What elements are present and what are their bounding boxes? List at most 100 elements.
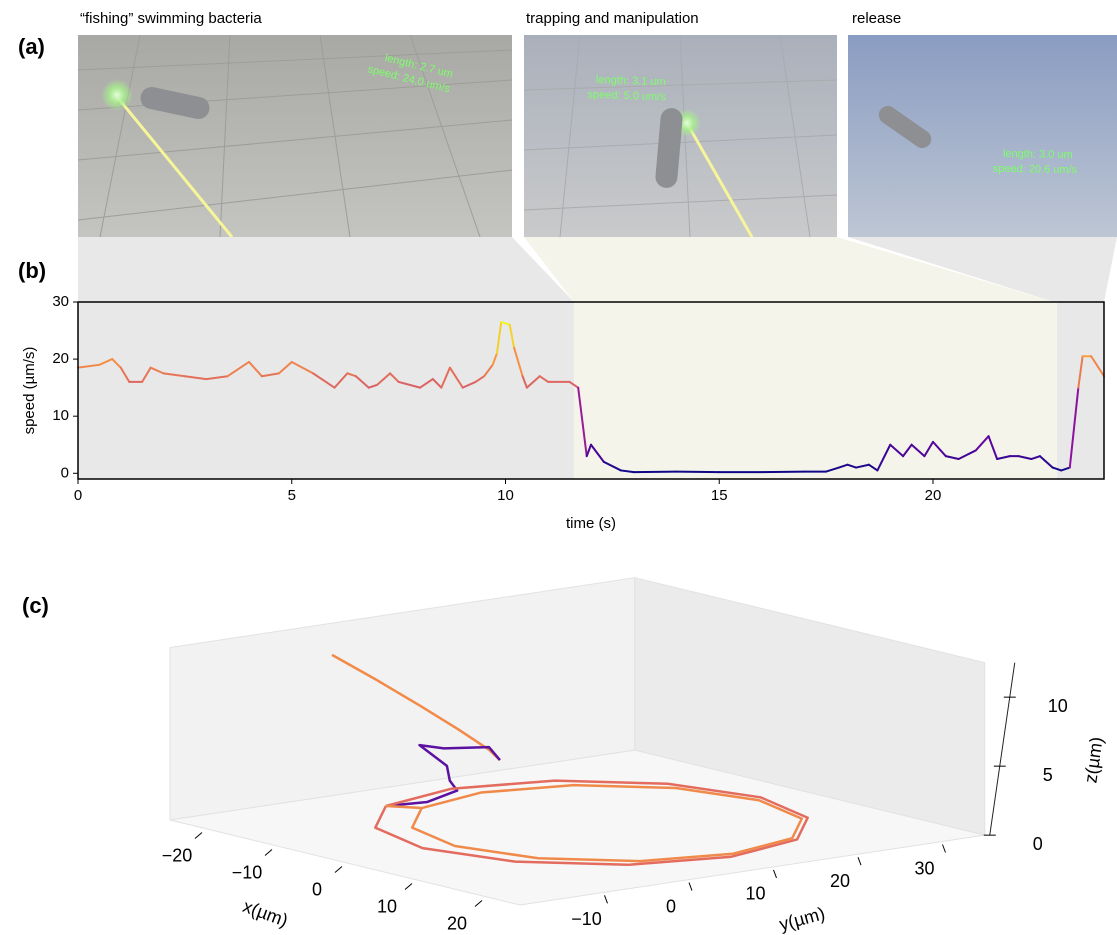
speed-segment [448,366,464,389]
y-tick [857,857,862,866]
panel-label: (c) [22,593,49,618]
overlay-text: speed: 20.6 um/s [993,163,1078,176]
z-axis-label: z(µm) [1080,736,1106,785]
speed-segment [585,443,592,458]
speed-segment [491,352,498,366]
connector [524,237,1054,302]
x-tick [334,866,343,873]
x-tick [264,849,273,856]
speed-segment [141,366,152,383]
speed-segment [474,375,486,383]
screenshot-2 [523,34,838,238]
speed-segment [346,372,357,378]
z-tick-label: 5 [1043,765,1053,785]
speed-segment [226,360,250,378]
x-tick [194,832,203,839]
speed-segment [590,443,605,463]
x-tick-label: 0 [74,487,82,504]
speed-segment [290,360,315,375]
speed-segment [419,378,434,389]
speed-segment [149,366,165,375]
x-axis-label: time (s) [566,515,616,532]
speed-segment [376,372,392,386]
speed-segment [889,443,905,458]
speed-segment [619,469,635,474]
speed-segment [932,440,947,458]
highlight-region [573,302,1057,479]
overlay-text: speed: 5.0 um/s [587,89,666,104]
speed-segment [568,380,580,389]
x-tick-label: 10 [497,487,514,504]
screenshot-3 [848,35,1117,237]
y-tick [688,882,693,891]
speed-segment [837,463,849,469]
speed-segment [508,323,516,349]
speed-segment [902,443,913,458]
speed-segment [602,460,622,472]
trajectory-chart: −20 −10 0 10 20 −10 0 10 20 30 0 5 10 x(µm) y(µm) z(µm) [162,577,1107,935]
speed-segment [260,372,280,378]
x-tick [404,883,413,890]
screenshot-title: release [852,10,901,27]
x-tick-label: 20 [447,913,467,933]
speed-segment [521,375,528,389]
x-tick-label: −10 [232,862,263,882]
speed-segment [248,360,263,378]
x-tick-label: 15 [711,487,728,504]
trajectory [331,653,501,761]
speed-segment [855,463,870,469]
speed-segment [1077,355,1084,389]
speed-segment [632,470,678,474]
y-tick-label: 30 [914,858,934,878]
speed-segment [354,375,370,389]
speed-segment [923,440,934,458]
y-tick [773,869,777,879]
screenshot-title: trapping and manipulation [526,10,699,27]
overlay-text: length: 3.1 um [596,74,666,88]
speed-segment [1038,455,1054,469]
y-tick [604,895,608,904]
y-tick-label: 20 [52,350,69,367]
speed-segment [825,466,840,473]
speed-segment [312,372,336,389]
speed-segment [397,380,421,389]
speed-segment [1051,466,1063,472]
trajectory [385,783,804,863]
z-tick-label: 0 [1033,834,1043,854]
y-tick-label: 0 [666,896,676,916]
connector [848,237,1117,302]
x-tick [474,900,483,907]
speed-segment [77,363,101,369]
speed-segment [525,375,541,389]
speed-segment [974,435,990,452]
speed-segment [1030,455,1041,461]
speed-segment [162,372,186,378]
connector [78,237,574,302]
speed-segment [119,366,131,383]
speed-segment [996,455,1011,461]
speed-segment [957,449,977,461]
y-tick [942,844,946,853]
x-tick-label: 20 [925,487,942,504]
y-tick-label: 30 [52,293,69,310]
speed-segment [461,380,477,389]
z-tick-label: 10 [1048,696,1068,716]
y-tick-label: 0 [61,464,69,481]
speed-segment [183,375,208,381]
trajectory [385,743,501,808]
y-axis-label: speed (µm/s) [21,347,38,435]
y-axis-label: y(µm) [777,903,827,934]
speed-segment [440,366,451,389]
speed-segment [876,443,892,472]
speed-segment [987,435,999,461]
speed-segment [483,363,494,378]
speed-segment [867,463,879,472]
speed-segment [1017,455,1033,461]
speed-segment [98,358,114,366]
speed-segment [333,372,349,389]
speed-segment [205,375,229,381]
speed-segment [538,375,550,383]
y-tick-label: 20 [830,871,850,891]
x-tick-label: 0 [312,879,322,899]
